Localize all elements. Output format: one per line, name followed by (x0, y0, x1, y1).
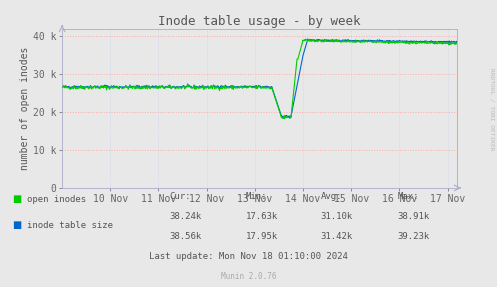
Y-axis label: number of open inodes: number of open inodes (20, 47, 30, 170)
Title: Inode table usage - by week: Inode table usage - by week (159, 15, 361, 28)
Text: 39.23k: 39.23k (398, 232, 430, 241)
Text: Munin 2.0.76: Munin 2.0.76 (221, 272, 276, 281)
Text: RRDTOOL / TOBI OETIKER: RRDTOOL / TOBI OETIKER (490, 68, 495, 150)
Text: 31.42k: 31.42k (321, 232, 353, 241)
Text: Max:: Max: (398, 192, 419, 201)
Text: open inodes: open inodes (27, 195, 86, 204)
Text: 17.63k: 17.63k (246, 212, 278, 221)
Text: ■: ■ (12, 220, 22, 230)
Text: ■: ■ (12, 195, 22, 204)
Text: 31.10k: 31.10k (321, 212, 353, 221)
Text: inode table size: inode table size (27, 221, 113, 230)
Text: 17.95k: 17.95k (246, 232, 278, 241)
Text: 38.24k: 38.24k (169, 212, 201, 221)
Text: 38.56k: 38.56k (169, 232, 201, 241)
Text: Last update: Mon Nov 18 01:10:00 2024: Last update: Mon Nov 18 01:10:00 2024 (149, 252, 348, 261)
Text: Min:: Min: (246, 192, 267, 201)
Text: Avg:: Avg: (321, 192, 342, 201)
Text: 38.91k: 38.91k (398, 212, 430, 221)
Text: Cur:: Cur: (169, 192, 190, 201)
